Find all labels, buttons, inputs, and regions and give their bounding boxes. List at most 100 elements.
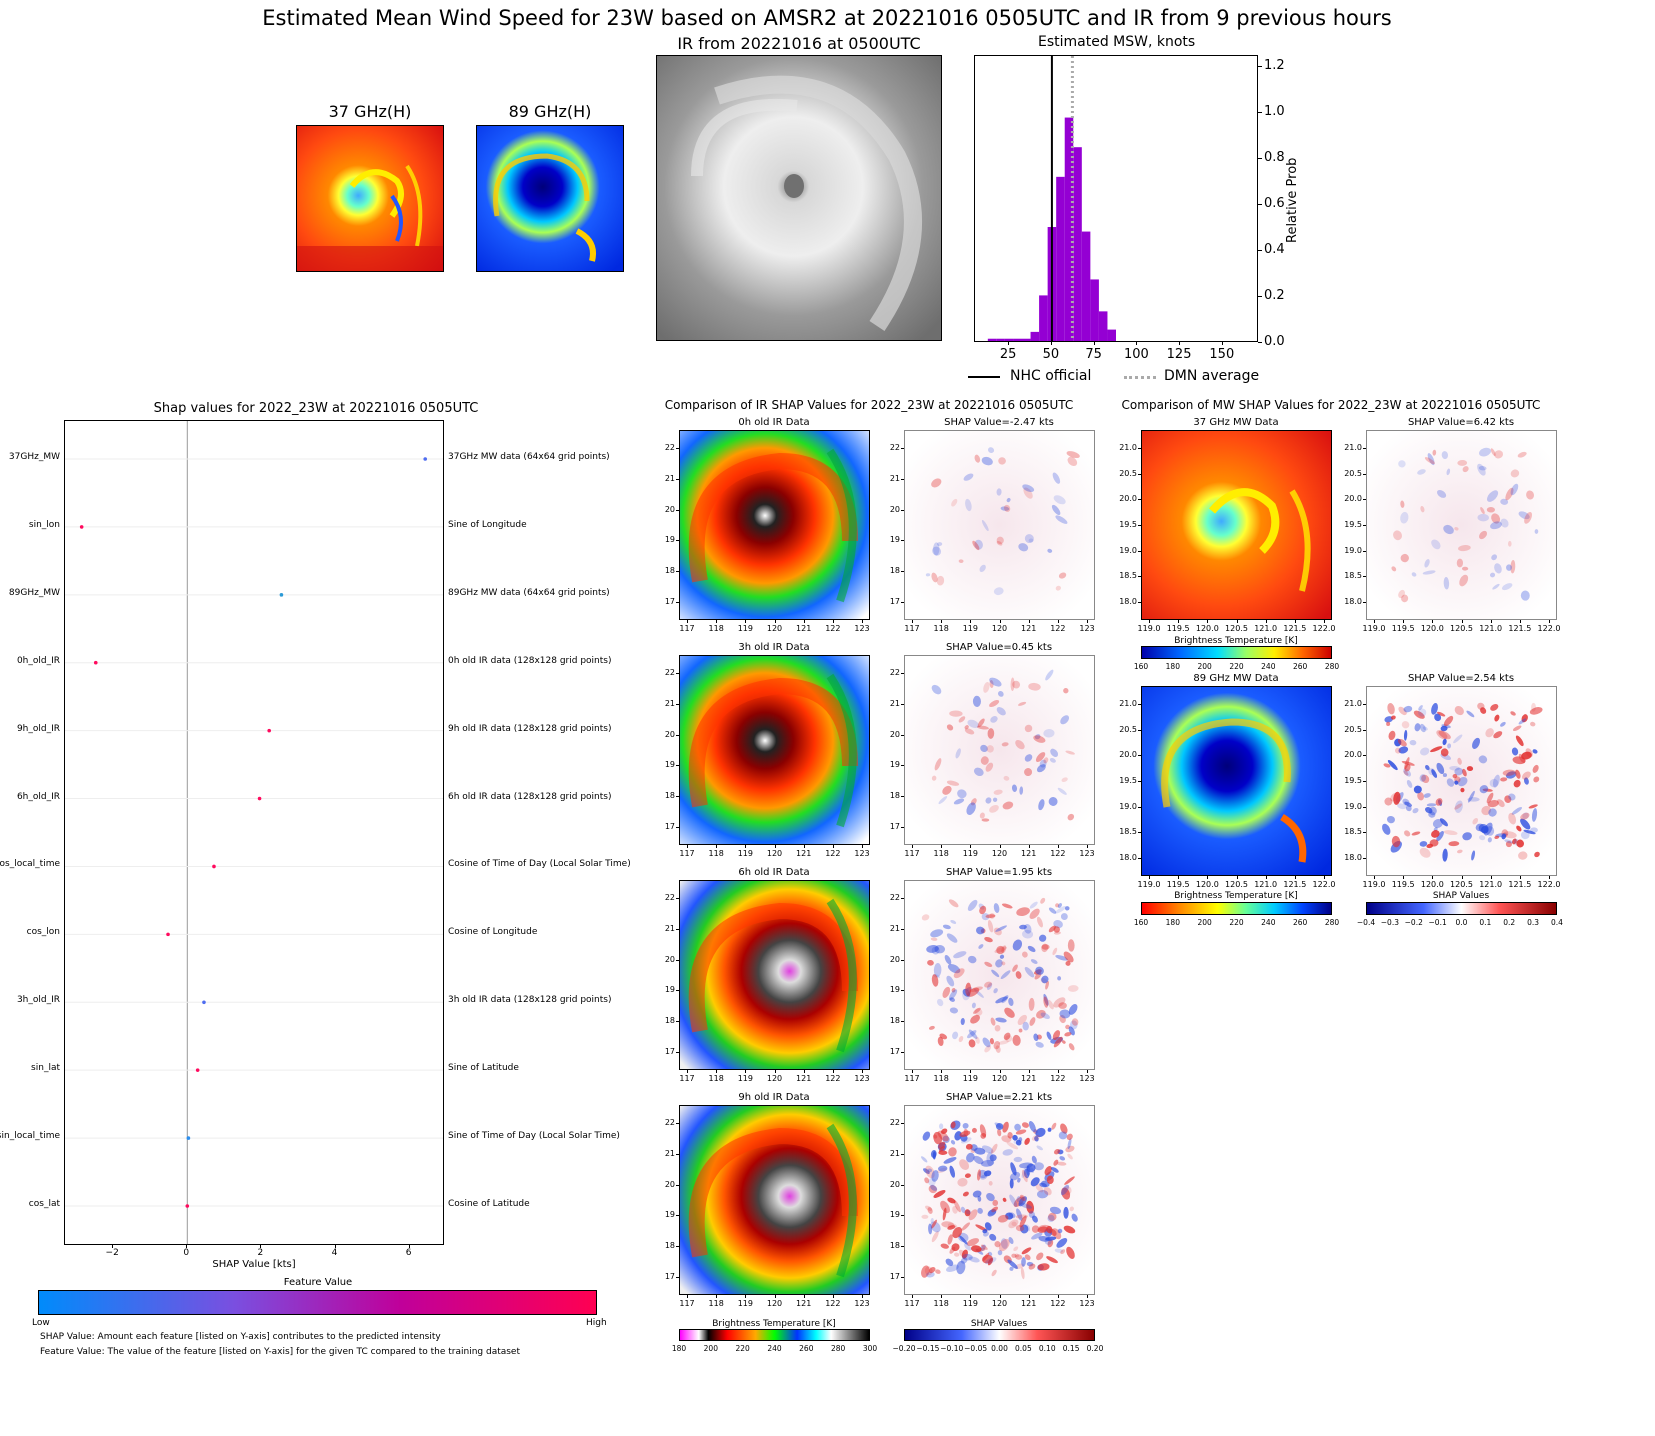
- shap-blob: [1487, 837, 1492, 843]
- shap-blob: [1046, 1175, 1054, 1185]
- shap-blob: [1007, 1259, 1018, 1269]
- map-xtick: 123: [1079, 1074, 1095, 1083]
- msw-ytick-mark: [1258, 112, 1262, 114]
- shap-blob: [971, 1002, 976, 1009]
- ir-panel-label: 3h old IR Data: [738, 642, 810, 653]
- shap-blob: [925, 573, 931, 577]
- map-xtick: 121: [1021, 1074, 1037, 1083]
- shap-blob: [996, 707, 1006, 716]
- shap-blob: [1067, 939, 1075, 952]
- shap-blob: [980, 1174, 988, 1180]
- cbar-tick: 180: [671, 1344, 687, 1353]
- shap-blob: [1021, 1247, 1032, 1255]
- shap-blob: [1489, 572, 1496, 578]
- shap-blob: [984, 936, 993, 943]
- shap-blob: [1066, 1246, 1075, 1259]
- msw-plot: [974, 55, 1258, 342]
- map-xtick-mark: [941, 1070, 943, 1073]
- shap-blob: [930, 1184, 938, 1191]
- map-xtick: 118: [933, 1074, 949, 1083]
- shap-blob: [982, 1252, 990, 1261]
- msw-bar-30: [1013, 338, 1022, 341]
- shap-blob: [1419, 847, 1431, 858]
- shap-blob: [1432, 449, 1437, 456]
- map-xtick: 121.0: [1254, 880, 1278, 889]
- map-xtick-mark: [716, 620, 718, 623]
- shap-blob: [1459, 574, 1469, 587]
- shap-blob: [1454, 803, 1463, 810]
- shap-blob: [996, 488, 1002, 496]
- map-xtick-mark: [862, 1070, 863, 1073]
- shap-blob: [943, 1157, 957, 1164]
- map-ytick: 20: [889, 1179, 900, 1189]
- shap-blob: [1012, 680, 1021, 689]
- shap-xtick-mark: [408, 1245, 410, 1248]
- shap-blob: [1065, 906, 1070, 911]
- shap-blob: [1022, 484, 1035, 493]
- shap-blob: [1031, 1232, 1043, 1240]
- shap-blob: [1456, 558, 1464, 568]
- mw-shap-image: [1366, 430, 1557, 620]
- map-ytick: 18.5: [1344, 571, 1362, 581]
- map-xtick-mark: [1519, 876, 1521, 879]
- shap-blob: [1071, 1018, 1079, 1026]
- shap-blob: [1430, 746, 1443, 753]
- shap-blob: [994, 946, 1007, 953]
- cbar-tick: 0.05: [1015, 1344, 1032, 1353]
- map-ytick: 20: [664, 729, 675, 739]
- map-ytick-mark: [676, 478, 679, 480]
- shap-blob: [944, 954, 952, 965]
- shap-blob: [1513, 779, 1521, 788]
- shap-blob: [1531, 808, 1538, 822]
- shap-blob: [928, 1185, 938, 1194]
- map-xtick: 120.5: [1450, 880, 1473, 889]
- shap-blob: [954, 1131, 962, 1141]
- shap-blob: [967, 899, 978, 912]
- msw-bar-35: [1022, 338, 1031, 341]
- ir-cbar-bt-label: Brightness Temperature [K]: [712, 1319, 836, 1329]
- map-ytick: 20.0: [1344, 494, 1362, 504]
- shap-blob: [1053, 1159, 1059, 1166]
- msw-ytick-mark: [1258, 66, 1262, 68]
- shap-blob: [1046, 1225, 1053, 1234]
- shap-blob: [1421, 774, 1430, 784]
- shap-blob: [1510, 483, 1519, 496]
- cbar-tick: 240: [767, 1344, 782, 1353]
- shap-blob: [977, 718, 985, 728]
- shap-blob: [1035, 1041, 1044, 1048]
- shap-blob: [1501, 833, 1507, 840]
- shap-blob: [1417, 469, 1426, 475]
- shap-blob: [1400, 553, 1409, 563]
- shap-blob: [1494, 563, 1502, 574]
- shap-blob: [928, 1267, 936, 1274]
- map-ytick: 21.0: [1344, 443, 1362, 452]
- shap-blob: [1066, 1133, 1073, 1141]
- ir-panel-label: 6h old IR Data: [738, 867, 810, 878]
- shap-blob: [974, 1008, 983, 1016]
- map-xtick: 119.0: [1137, 880, 1161, 889]
- shap-blob: [948, 989, 958, 1001]
- shap-blob: [1066, 451, 1080, 459]
- map-xtick-mark: [1178, 620, 1180, 623]
- shap-blob: [1502, 769, 1516, 776]
- ir-shap-label: SHAP Value=1.95 kts: [945, 867, 1053, 878]
- shap-blob: [1036, 1145, 1043, 1151]
- shap-blob: [1065, 1145, 1075, 1153]
- shap-blob: [956, 1260, 966, 1275]
- shap-blob: [1041, 944, 1050, 950]
- shap-blob: [1414, 723, 1421, 732]
- legend-dmn-label: DMN average: [1164, 368, 1260, 384]
- shap-blob: [1490, 448, 1496, 457]
- shap-blob: [1010, 677, 1015, 692]
- shap-blob: [1452, 773, 1458, 779]
- shap-blob: [938, 1165, 948, 1172]
- map-ytick-mark: [901, 1153, 904, 1155]
- shap-blob: [1069, 1206, 1074, 1212]
- shap-blob: [1034, 734, 1041, 740]
- shap-blob: [1061, 1187, 1071, 1200]
- shap-blob: [1019, 786, 1024, 795]
- map-xtick-mark: [999, 845, 1001, 848]
- shap-blob: [1429, 806, 1437, 816]
- msw-ytick: 0.4: [1264, 242, 1285, 258]
- map-ytick-mark: [676, 1123, 679, 1124]
